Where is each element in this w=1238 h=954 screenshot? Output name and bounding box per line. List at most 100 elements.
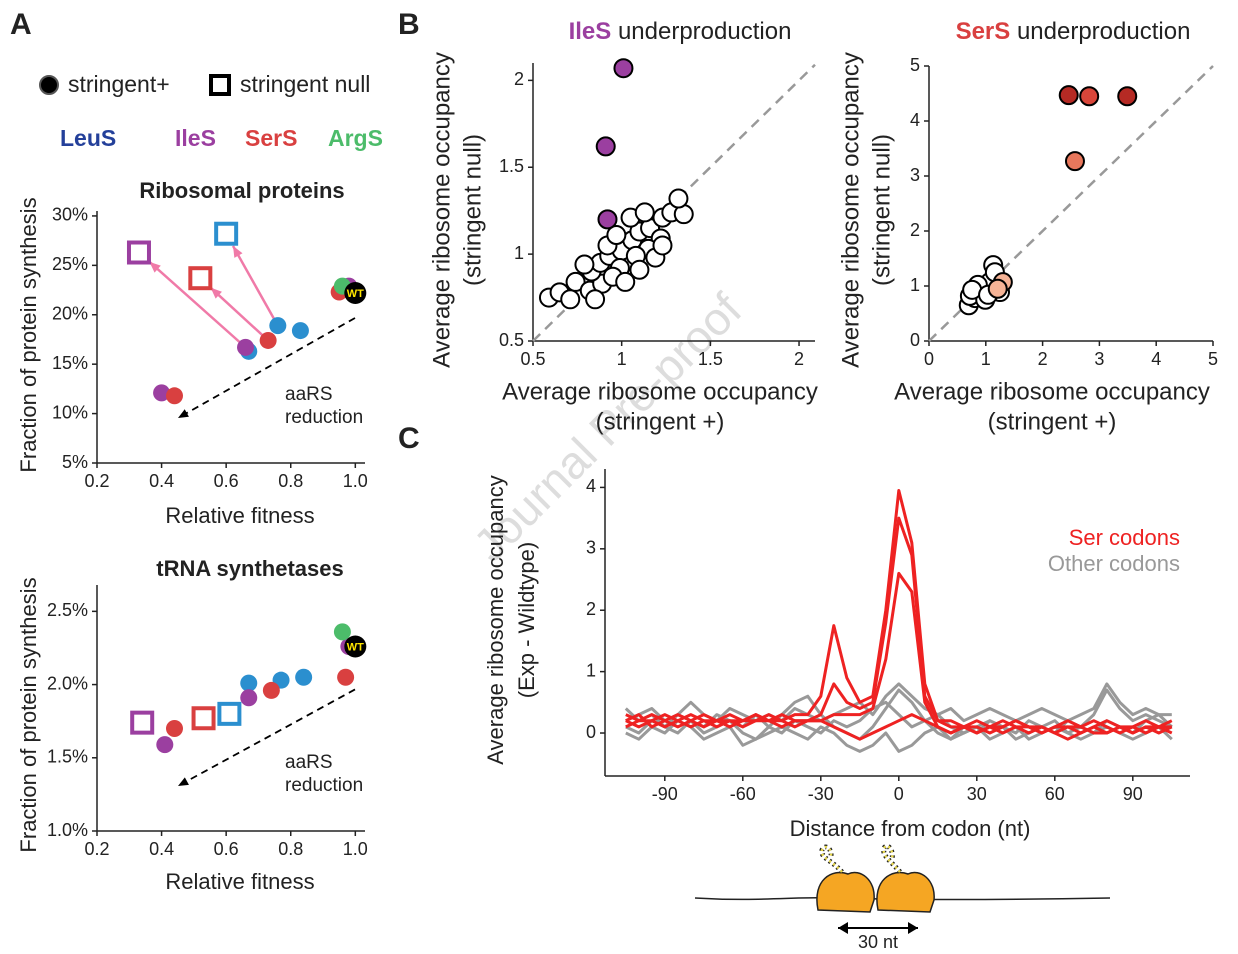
y-tick-label: 4 (910, 110, 920, 130)
legend-label: Other codons (1048, 551, 1180, 576)
enzyme-label: LeuS (60, 125, 116, 151)
y-tick-label: 3 (910, 165, 920, 185)
y-tick-label: 1 (586, 660, 596, 680)
connector-head (233, 245, 243, 258)
y-axis-label: Fraction of protein synthesis (16, 197, 41, 472)
point (295, 668, 313, 686)
y-tick-label: 1.5% (47, 747, 88, 767)
point (337, 668, 355, 686)
y-axis-label: Average ribosome occupancy (428, 52, 455, 368)
legend-marker (39, 75, 59, 95)
ribosome-diagram (694, 843, 1111, 934)
point (629, 259, 650, 280)
y-tick-label: 1 (910, 275, 920, 295)
x-axis-label: Average ribosome occupancy (502, 378, 818, 405)
x-axis-label: Distance from codon (nt) (790, 816, 1031, 841)
y-tick-label: 5 (910, 55, 920, 75)
y-tick-label: 20% (52, 304, 88, 324)
point (1079, 86, 1100, 107)
y-tick-label: 0.5 (499, 330, 524, 350)
point (165, 387, 183, 405)
x-tick-label: -60 (730, 784, 756, 804)
x-tick-label: -30 (808, 784, 834, 804)
point (153, 384, 171, 402)
point (344, 635, 367, 658)
point (165, 720, 183, 737)
identity-line (928, 65, 1214, 342)
x-tick-label: 60 (1045, 784, 1065, 804)
x-tick-label: 30 (967, 784, 987, 804)
x-axis-label: Relative fitness (165, 869, 314, 894)
point (240, 674, 258, 692)
legend-label: stringent+ (68, 71, 170, 97)
point (634, 202, 655, 223)
point (987, 278, 1008, 299)
enzyme-label: ArgS (328, 125, 383, 151)
point (333, 623, 351, 641)
x-axis-label: Average ribosome occupancy (894, 378, 1210, 405)
panel-label: C (398, 422, 420, 455)
x-tick-label: 0.2 (84, 839, 109, 859)
point (1117, 86, 1138, 107)
x-axis-label: (stringent +) (596, 408, 725, 435)
y-tick-label: 25% (52, 254, 88, 274)
y-tick-label: 2.0% (47, 673, 88, 693)
line (625, 571, 1173, 735)
y-tick-label: 1.0% (47, 820, 88, 840)
chart-title-highlight: IleS (569, 18, 612, 45)
y-tick-label: 4 (586, 476, 596, 496)
y-axis-label: Average ribosome occupancy (837, 52, 864, 368)
x-tick-label: 0.8 (278, 839, 303, 859)
x-tick-label: 0.6 (214, 471, 239, 491)
x-tick-label: 1.5 (698, 349, 723, 369)
point (240, 689, 258, 707)
point (156, 736, 174, 754)
y-tick-label: 2 (514, 69, 524, 89)
point (1058, 85, 1079, 106)
chart-title-text: underproduction (618, 18, 791, 45)
x-tick-label: 0 (924, 349, 934, 369)
connector (209, 286, 269, 342)
point (259, 331, 277, 349)
point-label: WT (347, 641, 364, 653)
x-tick-label: 0.4 (149, 471, 174, 491)
x-tick-label: 0 (894, 784, 904, 804)
point-label: WT (347, 288, 364, 300)
connector (148, 260, 247, 349)
square-point (188, 266, 213, 291)
x-tick-label: 2 (794, 349, 804, 369)
y-tick-label: 0 (586, 722, 596, 742)
line (625, 719, 1173, 753)
point (574, 254, 595, 275)
enzyme-label: IleS (175, 125, 216, 151)
connector-head (149, 261, 161, 273)
x-tick-label: 90 (1123, 784, 1143, 804)
chart-title: SerS underproduction (956, 18, 1191, 45)
point (585, 289, 606, 310)
trend-arrow-head (178, 777, 189, 786)
square-point (130, 710, 155, 735)
chart-title-text: underproduction (1017, 18, 1190, 45)
chart-title-highlight: SerS (956, 18, 1011, 45)
point (560, 289, 581, 310)
square-point (191, 706, 216, 731)
enzyme-label: SerS (245, 125, 297, 151)
x-tick-label: 0.4 (149, 839, 174, 859)
point (269, 317, 287, 335)
trend-arrow (177, 688, 356, 787)
y-tick-label: 1 (514, 243, 524, 263)
x-tick-label: 2 (1038, 349, 1048, 369)
y-axis-label: Average ribosome occupancy (483, 475, 508, 764)
trend-arrow (177, 317, 356, 419)
y-tick-label: 2.5% (47, 600, 88, 620)
annotation: aaRS (285, 384, 333, 405)
y-tick-label: 2 (910, 220, 920, 240)
chart-title: Ribosomal proteins (139, 178, 344, 203)
point (291, 322, 309, 340)
point (615, 271, 636, 292)
y-axis-label: (stringent null) (868, 134, 895, 286)
point (668, 188, 689, 209)
x-tick-label: 0.6 (214, 839, 239, 859)
point (595, 136, 616, 157)
